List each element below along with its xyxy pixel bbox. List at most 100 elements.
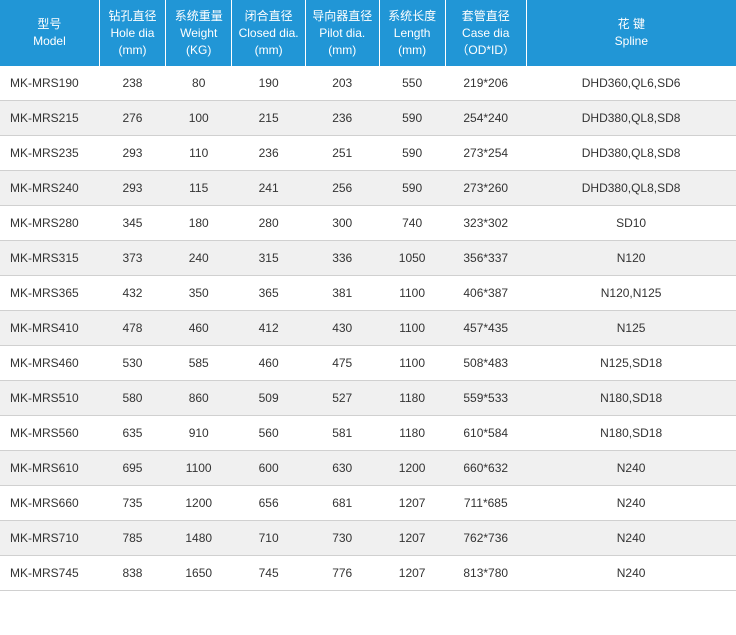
cell-7-6: 457*435 xyxy=(445,311,526,346)
cell-4-5: 740 xyxy=(379,206,445,241)
cell-3-1: 293 xyxy=(99,171,165,206)
cell-2-5: 590 xyxy=(379,136,445,171)
table-body: MK-MRS19023880190203550219*206DHD360,QL6… xyxy=(0,66,736,591)
cell-12-4: 681 xyxy=(305,486,379,521)
cell-3-4: 256 xyxy=(305,171,379,206)
cell-9-5: 1180 xyxy=(379,381,445,416)
cell-0-7: DHD360,QL6,SD6 xyxy=(526,66,736,101)
cell-13-1: 785 xyxy=(99,521,165,556)
cell-11-4: 630 xyxy=(305,451,379,486)
cell-6-6: 406*387 xyxy=(445,276,526,311)
cell-7-4: 430 xyxy=(305,311,379,346)
cell-2-1: 293 xyxy=(99,136,165,171)
col-header-2: 系统重量Weight(KG) xyxy=(166,0,232,66)
cell-11-3: 600 xyxy=(232,451,306,486)
table-row: MK-MRS240293115241256590273*260DHD380,QL… xyxy=(0,171,736,206)
table-row: MK-MRS215276100215236590254*240DHD380,QL… xyxy=(0,101,736,136)
cell-8-2: 585 xyxy=(166,346,232,381)
cell-9-3: 509 xyxy=(232,381,306,416)
table-row: MK-MRS66073512006566811207711*685N240 xyxy=(0,486,736,521)
cell-4-6: 323*302 xyxy=(445,206,526,241)
cell-7-5: 1100 xyxy=(379,311,445,346)
cell-1-3: 215 xyxy=(232,101,306,136)
cell-6-5: 1100 xyxy=(379,276,445,311)
cell-0-1: 238 xyxy=(99,66,165,101)
cell-6-7: N120,N125 xyxy=(526,276,736,311)
cell-4-2: 180 xyxy=(166,206,232,241)
cell-3-2: 115 xyxy=(166,171,232,206)
cell-4-7: SD10 xyxy=(526,206,736,241)
cell-3-6: 273*260 xyxy=(445,171,526,206)
cell-13-7: N240 xyxy=(526,521,736,556)
cell-6-3: 365 xyxy=(232,276,306,311)
cell-11-0: MK-MRS610 xyxy=(0,451,99,486)
cell-13-4: 730 xyxy=(305,521,379,556)
cell-9-1: 580 xyxy=(99,381,165,416)
cell-3-0: MK-MRS240 xyxy=(0,171,99,206)
cell-8-0: MK-MRS460 xyxy=(0,346,99,381)
cell-0-0: MK-MRS190 xyxy=(0,66,99,101)
cell-12-3: 656 xyxy=(232,486,306,521)
cell-14-0: MK-MRS745 xyxy=(0,556,99,591)
cell-1-4: 236 xyxy=(305,101,379,136)
cell-2-4: 251 xyxy=(305,136,379,171)
cell-2-7: DHD380,QL8,SD8 xyxy=(526,136,736,171)
cell-8-3: 460 xyxy=(232,346,306,381)
col-header-5: 系统长度Length(mm) xyxy=(379,0,445,66)
cell-5-5: 1050 xyxy=(379,241,445,276)
cell-14-3: 745 xyxy=(232,556,306,591)
cell-10-2: 910 xyxy=(166,416,232,451)
cell-10-0: MK-MRS560 xyxy=(0,416,99,451)
col-header-4: 导向器直径Pilot dia.(mm) xyxy=(305,0,379,66)
cell-1-7: DHD380,QL8,SD8 xyxy=(526,101,736,136)
cell-4-0: MK-MRS280 xyxy=(0,206,99,241)
table-row: MK-MRS3654323503653811100406*387N120,N12… xyxy=(0,276,736,311)
cell-12-5: 1207 xyxy=(379,486,445,521)
cell-6-0: MK-MRS365 xyxy=(0,276,99,311)
table-row: MK-MRS3153732403153361050356*337N120 xyxy=(0,241,736,276)
col-header-6: 套管直径Case dia（OD*ID） xyxy=(445,0,526,66)
table-row: MK-MRS74583816507457761207813*780N240 xyxy=(0,556,736,591)
table-row: MK-MRS4104784604124301100457*435N125 xyxy=(0,311,736,346)
cell-6-2: 350 xyxy=(166,276,232,311)
cell-13-0: MK-MRS710 xyxy=(0,521,99,556)
table-row: MK-MRS235293110236251590273*254DHD380,QL… xyxy=(0,136,736,171)
cell-13-6: 762*736 xyxy=(445,521,526,556)
cell-10-7: N180,SD18 xyxy=(526,416,736,451)
cell-10-4: 581 xyxy=(305,416,379,451)
cell-9-6: 559*533 xyxy=(445,381,526,416)
spec-table: 型号Model钻孔直径Hole dia(mm)系统重量Weight(KG)闭合直… xyxy=(0,0,736,591)
cell-1-5: 590 xyxy=(379,101,445,136)
cell-8-5: 1100 xyxy=(379,346,445,381)
cell-1-0: MK-MRS215 xyxy=(0,101,99,136)
cell-2-0: MK-MRS235 xyxy=(0,136,99,171)
cell-12-7: N240 xyxy=(526,486,736,521)
cell-12-6: 711*685 xyxy=(445,486,526,521)
cell-11-6: 660*632 xyxy=(445,451,526,486)
cell-8-7: N125,SD18 xyxy=(526,346,736,381)
cell-12-2: 1200 xyxy=(166,486,232,521)
cell-11-7: N240 xyxy=(526,451,736,486)
cell-11-2: 1100 xyxy=(166,451,232,486)
cell-3-7: DHD380,QL8,SD8 xyxy=(526,171,736,206)
cell-4-4: 300 xyxy=(305,206,379,241)
cell-10-5: 1180 xyxy=(379,416,445,451)
table-row: MK-MRS280345180280300740323*302SD10 xyxy=(0,206,736,241)
cell-0-5: 550 xyxy=(379,66,445,101)
cell-5-0: MK-MRS315 xyxy=(0,241,99,276)
cell-10-1: 635 xyxy=(99,416,165,451)
cell-14-1: 838 xyxy=(99,556,165,591)
cell-2-3: 236 xyxy=(232,136,306,171)
cell-14-7: N240 xyxy=(526,556,736,591)
table-row: MK-MRS61069511006006301200660*632N240 xyxy=(0,451,736,486)
cell-2-6: 273*254 xyxy=(445,136,526,171)
cell-14-5: 1207 xyxy=(379,556,445,591)
table-row: MK-MRS5606359105605811180610*584N180,SD1… xyxy=(0,416,736,451)
cell-1-2: 100 xyxy=(166,101,232,136)
cell-5-2: 240 xyxy=(166,241,232,276)
cell-5-3: 315 xyxy=(232,241,306,276)
col-header-0: 型号Model xyxy=(0,0,99,66)
cell-3-3: 241 xyxy=(232,171,306,206)
cell-8-1: 530 xyxy=(99,346,165,381)
table-row: MK-MRS19023880190203550219*206DHD360,QL6… xyxy=(0,66,736,101)
